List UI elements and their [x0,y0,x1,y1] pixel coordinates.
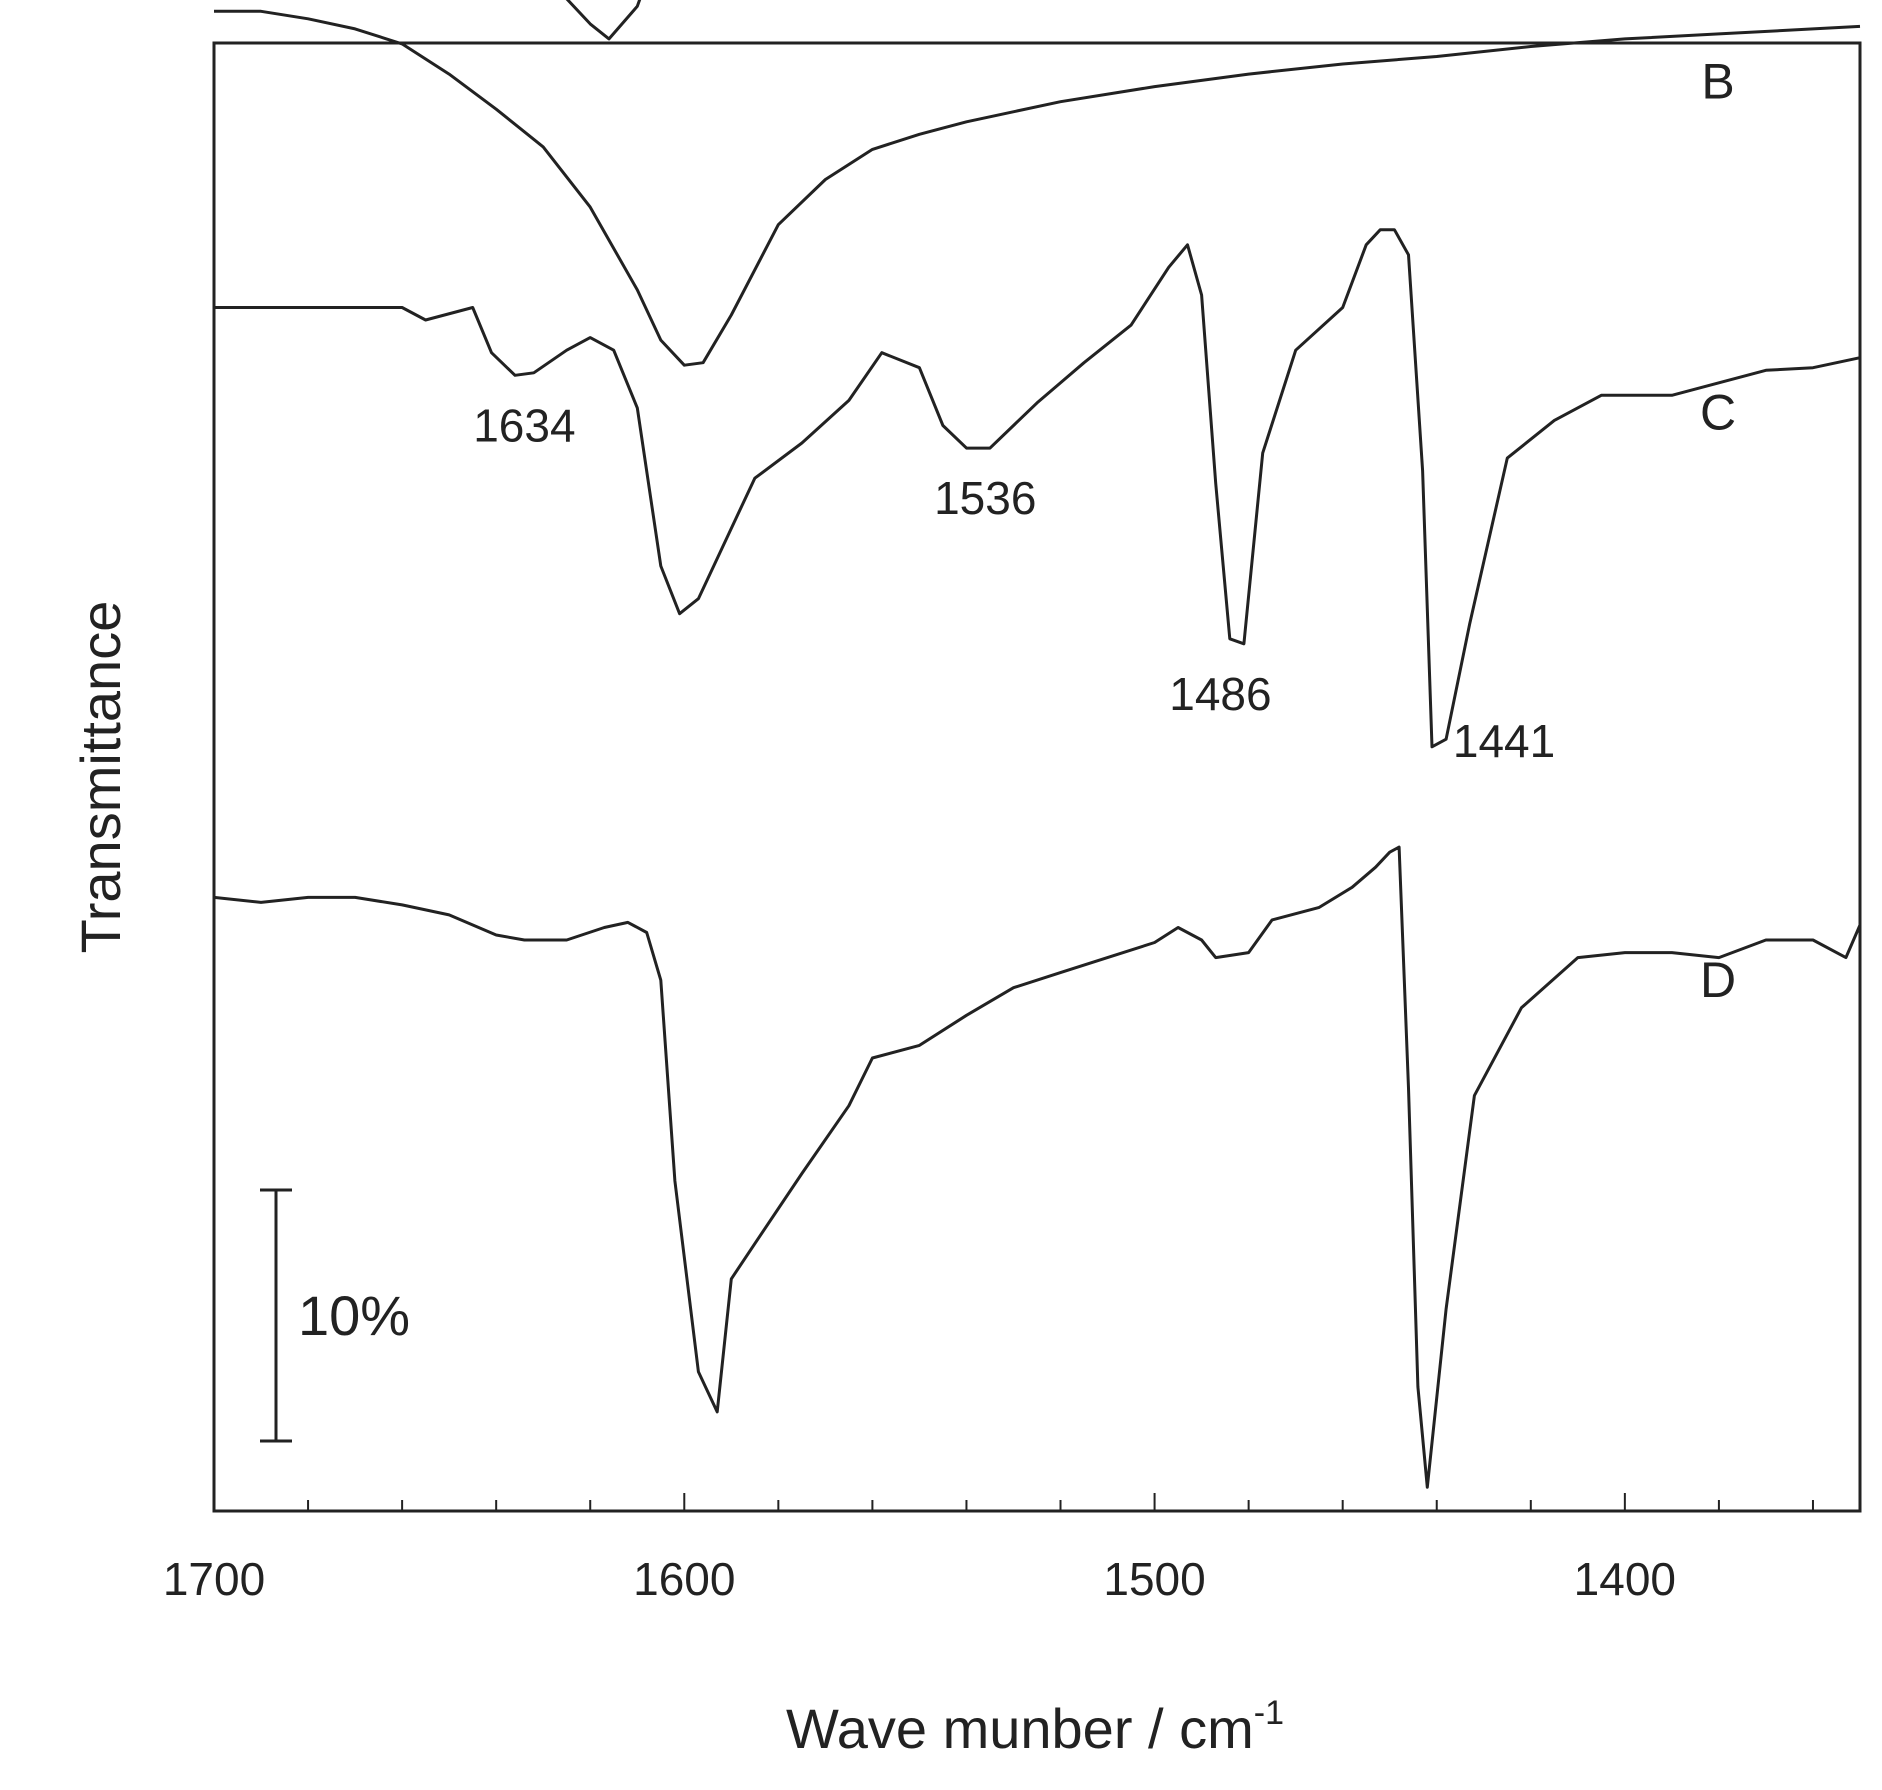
peak-label-1536: 1536 [934,472,1036,524]
x-tick-label-1500: 1500 [1103,1553,1205,1605]
x-axis-title-superscript: -1 [1254,1694,1284,1732]
series-line-a [565,0,642,41]
x-axis-title: Wave munber / cm-1 [786,1694,1284,1760]
peak-label-1634: 1634 [473,399,575,451]
series-line-d [213,845,1862,1489]
x-tick-label-1400: 1400 [1574,1553,1676,1605]
series-label-b: B [1701,53,1734,109]
series-label-c: C [1700,385,1736,441]
plot-area [212,41,1862,1513]
x-tick-label-1700: 1700 [163,1553,265,1605]
series-line-b [214,9,1861,367]
x-tick-label-1600: 1600 [633,1553,735,1605]
peak-label-1441: 1441 [1453,715,1555,767]
x-axis-ticks [213,1493,1814,1511]
peak-label-1486: 1486 [1169,668,1271,720]
peak-labels: 1634 1536 1486 1441 [473,399,1555,766]
scale-bar: 10% [260,1188,410,1443]
series-labels: ABCD [1700,53,1736,1008]
x-axis-title-main: Wave munber / cm [786,1697,1254,1760]
series-lines [213,0,1862,1489]
scale-bar-label: 10% [298,1284,410,1347]
x-axis-tick-labels: 1700 1600 1500 1400 [163,1553,1676,1605]
series-label-d: D [1700,952,1736,1008]
y-axis-title: Transmittance [69,601,132,954]
plot-frame [212,41,1862,1513]
series-line-c [214,228,1861,749]
